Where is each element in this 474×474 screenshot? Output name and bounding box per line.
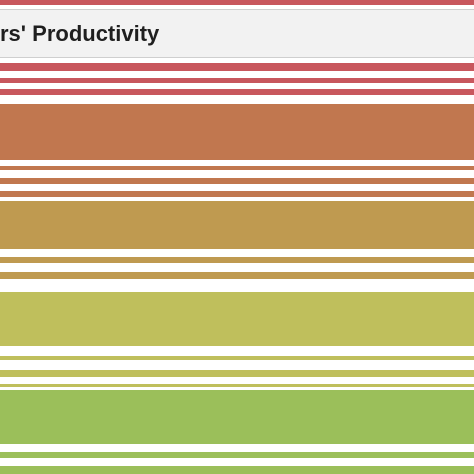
band-olive xyxy=(0,292,474,346)
stripe-tan-2 xyxy=(0,272,474,279)
stripe-red-3 xyxy=(0,89,474,95)
band-orange xyxy=(0,104,474,160)
stripe-green-2 xyxy=(0,466,474,474)
stripe-green-1 xyxy=(0,452,474,458)
stripe-red-2 xyxy=(0,78,474,83)
stripe-olive-1 xyxy=(0,356,474,360)
stripe-olive-3 xyxy=(0,384,474,387)
band-green xyxy=(0,390,474,444)
stripe-red-top xyxy=(0,0,474,5)
band-tan xyxy=(0,201,474,249)
stripe-red-1 xyxy=(0,63,474,71)
stripe-olive-2 xyxy=(0,370,474,377)
stripe-orange-1 xyxy=(0,166,474,170)
stripe-orange-3 xyxy=(0,191,474,197)
page-title: rs' Productivity xyxy=(0,21,160,46)
header-box xyxy=(0,9,474,58)
stripe-orange-2 xyxy=(0,178,474,184)
stripe-tan-1 xyxy=(0,257,474,263)
